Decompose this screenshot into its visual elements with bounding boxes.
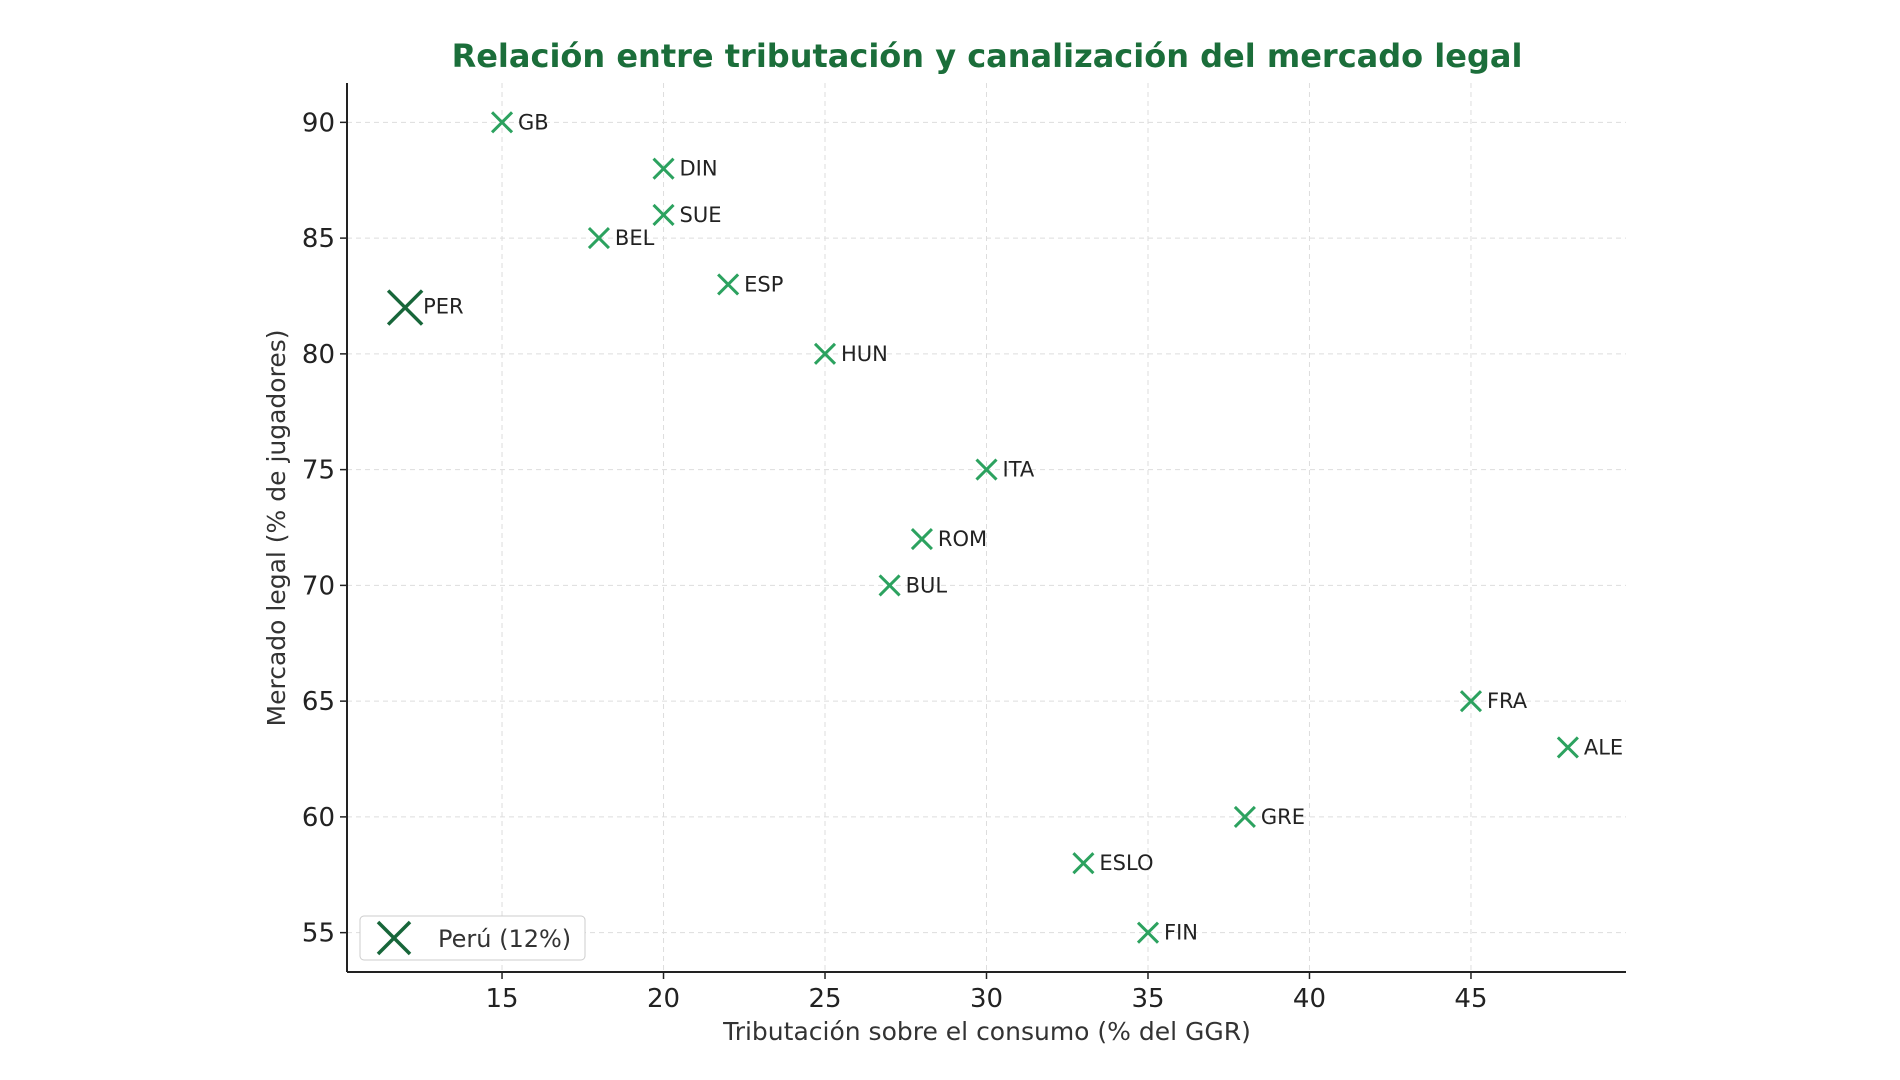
data-point [910, 528, 933, 551]
x-tick-label: 40 [1293, 984, 1326, 1014]
x-axis-label: Tributación sobre el consumo (% del GGR) [722, 1017, 1251, 1046]
x-tick-label: 25 [808, 984, 841, 1014]
legend-marker-icon [376, 920, 412, 956]
y-tick-label: 85 [302, 224, 335, 254]
point-label: FIN [1164, 921, 1198, 945]
marker-stroke [490, 111, 514, 134]
y-tick-label: 90 [302, 108, 335, 138]
point-label: ROM [938, 527, 987, 551]
point-label: ITA [1003, 458, 1035, 482]
data-point [1072, 852, 1095, 875]
y-tick-label: 55 [302, 919, 335, 949]
point-label: GB [518, 110, 549, 134]
y-axis-label: Mercado legal (% de jugadores) [262, 330, 291, 727]
y-tick-label: 75 [302, 456, 335, 486]
marker-stroke [813, 342, 837, 365]
marker-stroke [1233, 805, 1256, 828]
point-label: BEL [615, 226, 655, 250]
data-point [587, 227, 610, 250]
marker-stroke [376, 920, 412, 956]
marker-stroke [910, 528, 933, 551]
legend-label: Perú (12%) [438, 925, 571, 953]
point-label: BUL [906, 573, 948, 597]
ticks: 15 20 25 30 35 40 45 55 60 65 70 75 80 85 90 [302, 108, 1488, 1014]
point-label: DIN [680, 157, 718, 181]
marker-stroke [1556, 736, 1579, 759]
points: GB DIN SUE BEL ESP HUN ITA ROM BUL FRA ALE GRE ESLO F… [386, 110, 1623, 945]
x-tick-label: 45 [1454, 984, 1487, 1014]
highlight-label: PER [423, 295, 464, 319]
point-label: SUE [680, 203, 722, 227]
point-label: ESP [744, 272, 783, 296]
y-tick-label: 70 [302, 571, 335, 601]
marker-stroke [652, 203, 675, 227]
legend-marker [376, 920, 412, 956]
y-tick-label: 65 [302, 687, 335, 717]
data-point [1459, 690, 1483, 713]
legend-box [359, 915, 586, 961]
data-point [878, 574, 901, 597]
highlight-point [386, 289, 424, 326]
point-label: ALE [1584, 735, 1623, 759]
marker-stroke [652, 157, 675, 180]
data-point [652, 203, 675, 227]
data-point [813, 342, 837, 365]
marker-stroke [878, 574, 901, 597]
point-label: GRE [1261, 805, 1305, 829]
marker-stroke [587, 227, 610, 250]
data-point [717, 273, 740, 296]
marker-stroke [717, 273, 740, 296]
data-point [1136, 921, 1160, 944]
marker-stroke [1072, 852, 1095, 875]
data-point [1556, 736, 1579, 759]
marker-stroke [1136, 921, 1160, 944]
chart-title: Relación entre tributación y canalizació… [452, 37, 1523, 75]
y-tick-label: 80 [302, 340, 335, 370]
point-label: ESLO [1099, 851, 1153, 875]
data-point [975, 458, 998, 481]
x-tick-label: 35 [1131, 984, 1164, 1014]
data-point [652, 157, 675, 180]
point-label: HUN [841, 342, 888, 366]
data-point [1233, 805, 1256, 828]
marker-stroke [1459, 690, 1483, 713]
x-tick-label: 20 [647, 984, 680, 1014]
point-label: FRA [1487, 689, 1528, 713]
marker-stroke [386, 289, 424, 326]
legend: Perú (12%) [359, 915, 586, 961]
x-tick-label: 15 [485, 984, 518, 1014]
y-tick-label: 60 [302, 803, 335, 833]
marker-stroke [975, 458, 998, 481]
data-point [490, 111, 514, 134]
x-tick-label: 30 [970, 984, 1003, 1014]
